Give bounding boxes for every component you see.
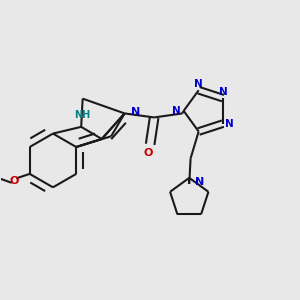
Text: N: N <box>225 118 234 129</box>
Text: N: N <box>172 106 181 116</box>
Text: O: O <box>143 148 152 158</box>
Text: N: N <box>218 87 227 97</box>
Text: N: N <box>194 79 203 89</box>
Text: N: N <box>195 177 205 188</box>
Text: O: O <box>10 176 19 186</box>
Text: NH: NH <box>74 110 91 120</box>
Text: N: N <box>131 107 140 117</box>
